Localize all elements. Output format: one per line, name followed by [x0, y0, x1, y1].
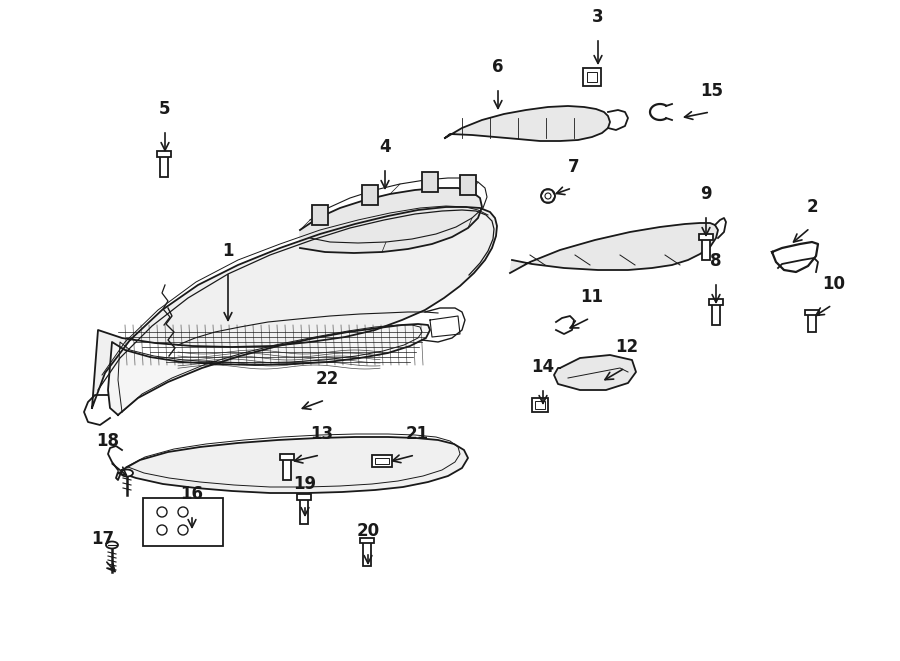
Text: 7: 7	[568, 158, 580, 176]
Bar	[297, 494, 311, 500]
Bar	[712, 303, 720, 325]
Polygon shape	[300, 188, 482, 253]
Text: 2: 2	[806, 198, 818, 216]
Text: 5: 5	[159, 100, 171, 118]
Bar	[375, 458, 389, 464]
Circle shape	[545, 193, 551, 199]
Bar	[360, 538, 374, 543]
Text: 12: 12	[616, 338, 639, 356]
Bar	[300, 498, 308, 524]
Bar	[702, 238, 710, 260]
Text: 13: 13	[310, 425, 334, 443]
Bar	[143, 498, 223, 546]
Text: 17: 17	[92, 530, 114, 548]
Text: 1: 1	[222, 242, 234, 260]
Bar	[709, 299, 723, 305]
Bar	[422, 172, 438, 192]
Text: 3: 3	[592, 8, 604, 26]
Polygon shape	[116, 437, 468, 493]
Text: 10: 10	[823, 275, 845, 293]
Circle shape	[157, 507, 167, 517]
Text: 14: 14	[531, 358, 554, 376]
Circle shape	[178, 525, 188, 535]
Text: 22: 22	[315, 370, 338, 388]
Text: 9: 9	[700, 185, 712, 203]
Bar	[805, 310, 819, 315]
Bar	[362, 185, 378, 205]
Bar	[157, 151, 171, 157]
Text: 15: 15	[700, 82, 724, 100]
Ellipse shape	[106, 541, 118, 549]
Polygon shape	[510, 223, 718, 273]
Polygon shape	[556, 316, 574, 334]
Bar	[312, 205, 328, 225]
Polygon shape	[554, 355, 636, 390]
Polygon shape	[108, 324, 430, 415]
Bar	[160, 155, 168, 177]
Bar	[532, 398, 548, 412]
Bar	[587, 72, 597, 82]
Bar	[699, 234, 713, 240]
Circle shape	[157, 525, 167, 535]
Text: 20: 20	[356, 522, 380, 540]
Bar	[372, 455, 392, 467]
Polygon shape	[445, 106, 610, 141]
Bar	[363, 542, 371, 566]
Text: 11: 11	[580, 288, 604, 306]
Text: 19: 19	[293, 475, 317, 493]
Text: 8: 8	[710, 252, 722, 270]
Bar	[283, 458, 291, 480]
Text: 6: 6	[492, 58, 504, 76]
Bar	[583, 68, 601, 86]
Text: 18: 18	[96, 432, 120, 450]
Ellipse shape	[121, 469, 133, 477]
Text: 4: 4	[379, 138, 391, 156]
Bar	[808, 314, 816, 332]
Bar	[460, 175, 476, 195]
Text: 21: 21	[405, 425, 428, 443]
Polygon shape	[92, 207, 497, 408]
Bar	[280, 454, 294, 460]
Circle shape	[178, 507, 188, 517]
Circle shape	[541, 189, 555, 203]
Bar	[535, 401, 545, 409]
Text: 16: 16	[181, 485, 203, 503]
